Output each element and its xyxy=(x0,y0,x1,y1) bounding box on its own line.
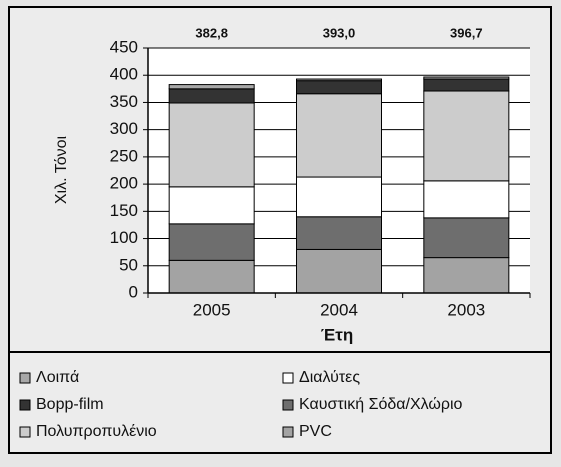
y-tick-label: 300 xyxy=(110,119,138,138)
bar-segment xyxy=(296,78,382,82)
x-tick-label: 2004 xyxy=(320,300,358,319)
x-tick-label: 2003 xyxy=(447,300,485,319)
y-tick-label: 250 xyxy=(110,146,138,165)
legend-swatch xyxy=(19,372,31,384)
bar-segment xyxy=(168,84,255,90)
bar-segment xyxy=(168,259,255,294)
bar-segment xyxy=(423,76,510,80)
x-axis-label: Έτη xyxy=(321,325,353,344)
y-tick-label: 50 xyxy=(119,255,138,274)
x-tick-label: 2005 xyxy=(193,300,231,319)
y-tick-label: 0 xyxy=(129,282,138,301)
bar-segment xyxy=(423,257,510,294)
legend-swatch xyxy=(19,399,31,411)
bar-segment xyxy=(423,90,510,182)
y-tick-label: 200 xyxy=(110,174,138,193)
bar-segment xyxy=(296,93,382,178)
bar-segment xyxy=(423,78,510,92)
bar-segment xyxy=(168,102,255,188)
total-label: 396,7 xyxy=(450,25,483,40)
y-axis-label: Χιλ. Τόνοι xyxy=(53,135,70,204)
legend-swatch xyxy=(282,426,294,438)
bar-segment xyxy=(168,186,255,225)
legend-swatch xyxy=(19,426,31,438)
bar-segment xyxy=(168,223,255,261)
bar-segment xyxy=(296,216,382,250)
bar-segment xyxy=(296,248,382,294)
bar-segment xyxy=(423,217,510,259)
legend-label: Πολυπροπυλένιο xyxy=(36,423,157,440)
legend-label: Λοιπά xyxy=(36,369,79,386)
legend-swatch xyxy=(282,399,294,411)
legend-label: PVC xyxy=(299,423,332,440)
legend-swatch xyxy=(282,372,294,384)
y-tick-label: 450 xyxy=(110,37,138,56)
bar-segment xyxy=(296,80,382,95)
total-label: 393,0 xyxy=(323,25,356,40)
y-tick-label: 400 xyxy=(110,65,138,84)
y-tick-label: 100 xyxy=(110,228,138,247)
bar-segment xyxy=(168,88,255,104)
legend-label: Διαλύτες xyxy=(299,369,360,386)
bar-segment xyxy=(296,176,382,218)
legend-label: Bopp-film xyxy=(36,396,104,413)
bar-segment xyxy=(423,180,510,219)
legend-label: Καυστική Σόδα/Χλώριο xyxy=(299,396,463,413)
y-tick-label: 150 xyxy=(110,201,138,220)
y-tick-label: 350 xyxy=(110,92,138,111)
total-label: 382,8 xyxy=(195,25,228,40)
